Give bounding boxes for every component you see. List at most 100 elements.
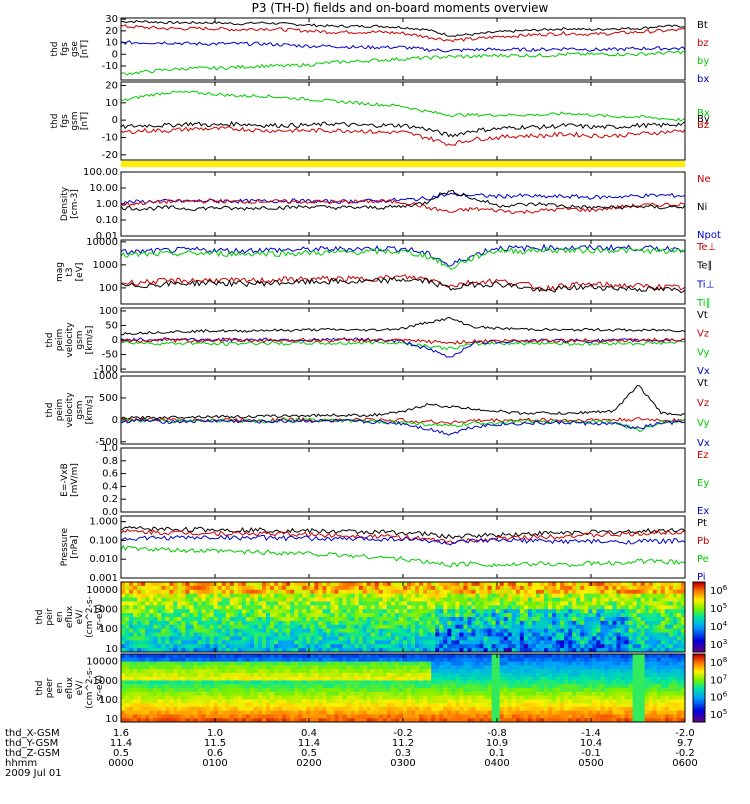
heatmap-cell [141,654,146,658]
heatmap-cell [419,680,424,684]
heatmap-cell [548,644,553,648]
heatmap-cell [133,601,138,605]
heatmap-cell [202,699,207,703]
heatmap-cell [141,621,146,625]
heatmap-cell [500,598,505,602]
heatmap-cell [592,582,597,586]
heatmap-cell [552,590,557,594]
heatmap-cell [419,582,424,586]
heatmap-cell [564,703,569,707]
heatmap-cell [592,673,597,677]
heatmap-cell [363,699,368,703]
heatmap-cell [181,684,186,688]
heatmap-cell [137,601,142,605]
heatmap-cell [214,590,219,594]
heatmap-cell [234,644,239,648]
heatmap-cell [544,673,549,677]
heatmap-cell [210,644,215,648]
heatmap-cell [556,677,561,681]
heatmap-cell [218,590,223,594]
heatmap-cell [496,658,501,662]
heatmap-cell [351,692,356,696]
heatmap-cell [222,714,227,718]
heatmap-cell [230,590,235,594]
heatmap-cell [246,633,251,637]
heatmap-cell [629,582,634,586]
heatmap-cell [536,636,541,640]
heatmap-cell [419,609,424,613]
heatmap-cell [399,707,404,711]
heatmap-cell [500,658,505,662]
heatmap-cell [504,680,509,684]
heatmap-cell [471,598,476,602]
heatmap-cell [149,640,154,644]
heatmap-cell [145,696,150,700]
heatmap-cell [653,594,658,598]
heatmap-cell [363,680,368,684]
heatmap-cell [137,621,142,625]
heatmap-cell [339,617,344,621]
heatmap-cell [254,601,259,605]
heatmap-cell [359,692,364,696]
heatmap-cell [310,714,315,718]
heatmap-cell [544,669,549,673]
heatmap-cell [149,594,154,598]
heatmap-cell [161,699,166,703]
heatmap-cell [580,586,585,590]
heatmap-cell [419,703,424,707]
heatmap-cell [471,658,476,662]
series-line-bz [121,25,685,42]
heatmap-cell [129,613,134,617]
heatmap-cell [298,707,303,711]
heatmap-cell [459,629,464,633]
heatmap-cell [137,590,142,594]
heatmap-cell [371,640,376,644]
heatmap-cell [282,688,287,692]
heatmap-cell [326,703,331,707]
heatmap-cell [604,594,609,598]
heatmap-cell [528,629,533,633]
heatmap-cell [548,707,553,711]
heatmap-cell [576,692,581,696]
heatmap-cell [484,692,489,696]
heatmap-cell [169,673,174,677]
heatmap-cell [198,629,203,633]
heatmap-cell [540,665,545,669]
heatmap-cell [278,662,283,666]
heatmap-cell [387,640,392,644]
heatmap-cell [415,654,420,658]
heatmap-cell [564,644,569,648]
heatmap-cell [572,669,577,673]
heatmap-cell [137,644,142,648]
heatmap-cell [552,662,557,666]
heatmap-cell [379,688,384,692]
heatmap-cell [367,598,372,602]
heatmap-cell [552,669,557,673]
heatmap-cell [302,711,307,715]
heatmap-cell [198,688,203,692]
heatmap-cell [194,601,199,605]
heatmap-cell [141,714,146,718]
heatmap-cell [467,665,472,669]
heatmap-cell [242,605,247,609]
heatmap-cell [528,696,533,700]
heatmap-cell [302,703,307,707]
heatmap-cell [484,621,489,625]
heatmap-cell [198,617,203,621]
heatmap-cell [189,673,194,677]
heatmap-cell [153,654,158,658]
heatmap-cell [463,640,468,644]
heatmap-cell [355,714,360,718]
heatmap-cell [403,673,408,677]
heatmap-cell [310,582,315,586]
heatmap-cell [214,644,219,648]
heatmap-cell [149,654,154,658]
heatmap-cell [318,662,323,666]
heatmap-cell [568,605,573,609]
heatmap-cell [371,677,376,681]
heatmap-cell [480,617,485,621]
heatmap-cell [210,617,215,621]
heatmap-cell [270,644,275,648]
heatmap-cell [226,586,231,590]
heatmap-cell [564,680,569,684]
